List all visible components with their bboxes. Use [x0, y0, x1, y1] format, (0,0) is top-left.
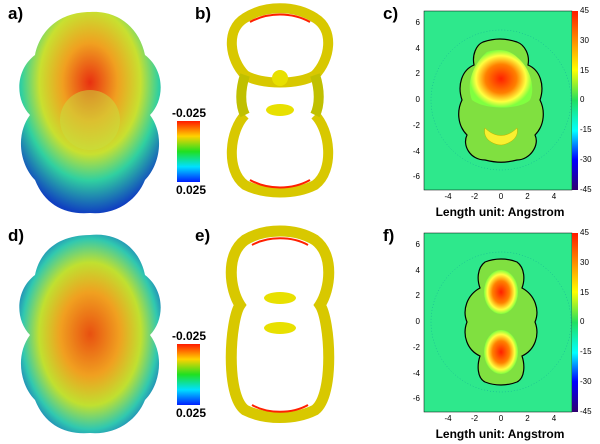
y-tick-label: 2 — [415, 69, 420, 79]
colorbar-tick-label: -45 — [580, 406, 592, 416]
current-density-map-b — [226, 3, 334, 198]
y-tick-label: 4 — [415, 43, 420, 53]
panel-label-c: c) — [383, 4, 399, 23]
colorbar-tick-label: -45 — [580, 184, 592, 194]
esp-map-d — [19, 234, 161, 434]
panel-label-b: b) — [195, 4, 212, 23]
colorbar-tick-label: -15 — [580, 347, 592, 357]
y-tick-label: 0 — [415, 95, 420, 105]
colorbar-d — [177, 344, 200, 405]
x-tick-label: 4 — [551, 414, 557, 423]
contour-plot-f — [423, 232, 573, 413]
colorbar-tick-label: 45 — [580, 228, 589, 237]
colorbar-a — [177, 121, 200, 182]
colorbar-a-top-label: -0.025 — [172, 106, 207, 120]
colorbar-tick-label: -30 — [580, 155, 592, 164]
colorbar-tick-label: 30 — [580, 257, 589, 267]
colorbar-tick-label: 15 — [580, 65, 589, 75]
esp-map-a — [19, 11, 161, 214]
y-tick-label: -4 — [412, 368, 420, 378]
x-tick-label: 0 — [498, 192, 504, 201]
x-tick-label: -2 — [470, 192, 479, 201]
x-tick-label: 0 — [498, 414, 504, 423]
y-tick-label: -6 — [412, 172, 420, 182]
colorbar-f — [572, 233, 578, 412]
x-tick-label: 2 — [525, 192, 530, 201]
contour-plot-c — [423, 10, 573, 191]
y-tick-label: -4 — [412, 146, 420, 156]
panel-label-d: d) — [8, 226, 25, 245]
colorbar-a-bottom-label: 0.025 — [176, 183, 207, 197]
colorbar-c — [572, 11, 578, 190]
current-density-map-e — [225, 225, 335, 423]
x-axis-title-f: Length unit: Angstrom — [435, 427, 565, 441]
y-tick-label: -6 — [412, 394, 420, 404]
panel-label-f: f) — [383, 226, 395, 245]
x-tick-label: -4 — [444, 414, 452, 423]
x-tick-label: 4 — [551, 192, 557, 201]
y-tick-label: 6 — [415, 18, 420, 27]
x-tick-label: 2 — [525, 414, 530, 423]
y-tick-label: -2 — [412, 120, 420, 130]
colorbar-tick-label: 0 — [580, 95, 585, 105]
y-tick-label: 4 — [415, 265, 420, 275]
colorbar-d-bottom-label: 0.025 — [176, 406, 207, 420]
colorbar-tick-label: 45 — [580, 6, 589, 15]
x-tick-label: -4 — [444, 192, 452, 201]
y-tick-label: 0 — [415, 317, 420, 327]
x-axis-title-c: Length unit: Angstrom — [435, 205, 565, 219]
colorbar-tick-label: -15 — [580, 125, 592, 135]
y-tick-label: -2 — [412, 342, 420, 352]
colorbar-tick-label: 30 — [580, 35, 589, 45]
x-tick-label: -2 — [470, 414, 479, 423]
colorbar-d-top-label: -0.025 — [172, 329, 207, 343]
colorbar-tick-label: 0 — [580, 317, 585, 327]
y-tick-label: 6 — [415, 240, 420, 249]
panel-label-a: a) — [8, 4, 24, 23]
y-tick-label: 2 — [415, 291, 420, 301]
colorbar-tick-label: 15 — [580, 287, 589, 297]
colorbar-tick-label: -30 — [580, 377, 592, 386]
panel-label-e: e) — [195, 226, 211, 245]
